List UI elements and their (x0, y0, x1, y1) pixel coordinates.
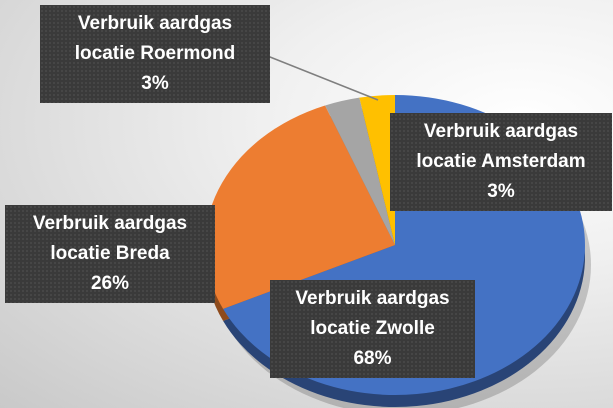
data-label: Verbruik aardgas locatie Zwolle 68% (270, 280, 475, 378)
slice (205, 105, 395, 309)
category-label: Verbruik aardgas locatie Amsterdam (416, 121, 586, 172)
slice (325, 97, 395, 245)
percent-label: 3% (487, 181, 515, 202)
data-label: Verbruik aardgas locatie Roermond 3% (40, 5, 270, 103)
percent-label: 68% (353, 348, 392, 369)
category-label: Verbruik aardgas locatie Zwolle (295, 288, 450, 339)
data-label: Verbruik aardgas locatie Breda 26% (5, 205, 215, 303)
category-label: Verbruik aardgas locatie Breda (32, 213, 188, 264)
data-label: Verbruik aardgas locatie Amsterdam 3% (390, 113, 612, 211)
leader-line (264, 54, 379, 101)
category-label: Verbruik aardgas locatie Roermond (74, 13, 236, 64)
percent-label: 3% (141, 73, 169, 94)
slice (359, 95, 395, 245)
percent-label: 26% (90, 273, 130, 294)
